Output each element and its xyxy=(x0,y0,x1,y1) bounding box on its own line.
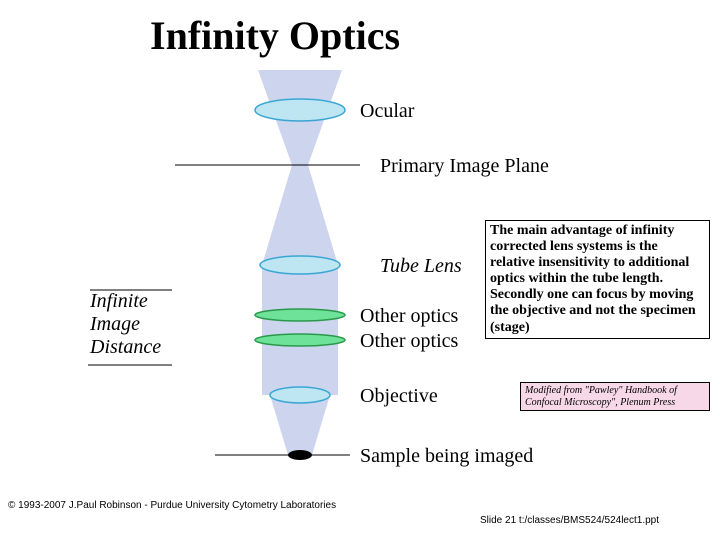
label-ocular: Ocular xyxy=(360,100,414,123)
label-sample: Sample being imaged xyxy=(360,445,533,468)
explain-box: The main advantage of infinity corrected… xyxy=(485,220,710,339)
citation-box: Modified from "Pawley" Handbook of Confo… xyxy=(520,382,710,411)
page-title: Infinity Optics xyxy=(150,12,400,59)
footer-right: Slide 21 t:/classes/BMS524/524lect1.ppt xyxy=(480,515,659,526)
label-infinite: InfiniteImageDistance xyxy=(90,290,161,359)
label-objective: Objective xyxy=(360,385,438,408)
label-other2: Other optics xyxy=(360,330,458,353)
label-primary: Primary Image Plane xyxy=(380,155,549,178)
label-tubelens: Tube Lens xyxy=(380,255,462,278)
footer-left: © 1993-2007 J.Paul Robinson - Purdue Uni… xyxy=(8,500,336,511)
label-other1: Other optics xyxy=(360,305,458,328)
